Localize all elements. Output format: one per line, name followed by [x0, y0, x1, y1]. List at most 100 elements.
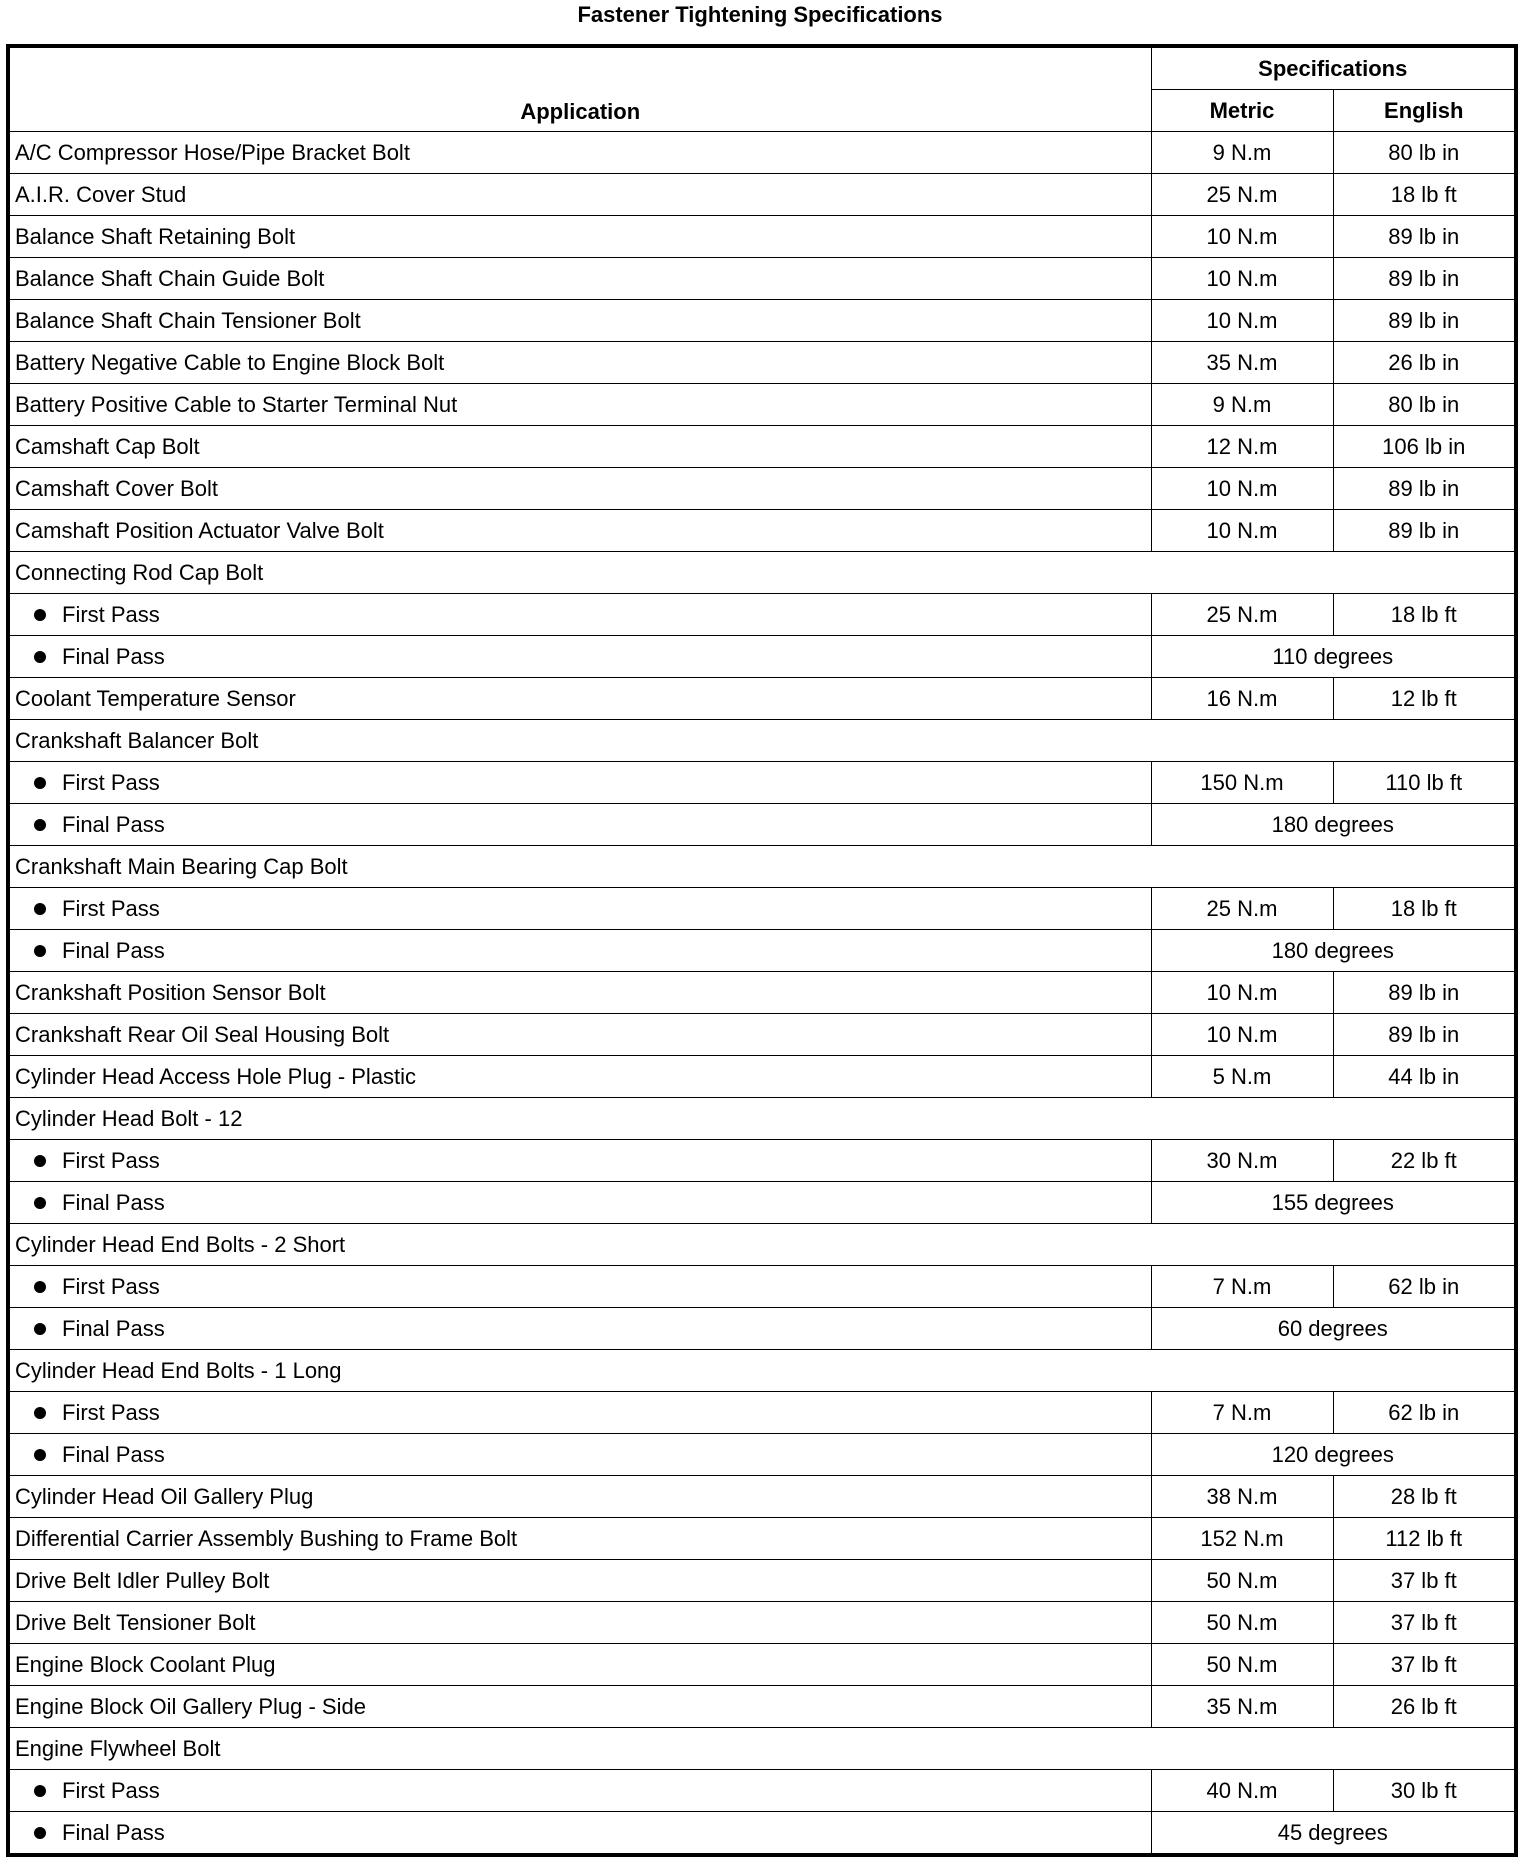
- english-cell: 44 lb in: [1332, 1055, 1517, 1098]
- table-row: Balance Shaft Chain Tensioner Bolt 10 N.m…: [7, 299, 1517, 342]
- application-label: Balance Shaft Chain Tensioner Bolt: [15, 308, 361, 333]
- application-label: First Pass: [62, 1274, 160, 1299]
- application-cell: Final Pass: [7, 803, 1152, 846]
- angle-spec-cell: 180 degrees: [1150, 803, 1517, 846]
- english-cell: 18 lb ft: [1332, 173, 1517, 216]
- metric-cell: 10 N.m: [1150, 971, 1334, 1014]
- english-cell: 18 lb ft: [1332, 887, 1517, 930]
- application-label: First Pass: [62, 1148, 160, 1173]
- metric-cell: 30 N.m: [1150, 1139, 1334, 1182]
- table-group-row: Cylinder Head End Bolts - 1 Long: [7, 1349, 1517, 1392]
- bullet-icon: [34, 1407, 46, 1420]
- english-cell: 80 lb in: [1332, 383, 1517, 426]
- table-row: Camshaft Position Actuator Valve Bolt 10 …: [7, 509, 1517, 552]
- bullet-icon: [34, 1281, 46, 1294]
- bullet-icon: [34, 651, 46, 664]
- application-label: Final Pass: [62, 1820, 165, 1845]
- bullet-icon: [34, 819, 46, 832]
- metric-cell: 5 N.m: [1150, 1055, 1334, 1098]
- table-row: Final Pass 120 degrees: [7, 1433, 1517, 1476]
- metric-cell: 7 N.m: [1150, 1391, 1334, 1434]
- application-cell: Balance Shaft Chain Tensioner Bolt: [7, 299, 1152, 342]
- application-label: Camshaft Position Actuator Valve Bolt: [15, 518, 384, 543]
- table-group-row: Connecting Rod Cap Bolt: [7, 551, 1517, 594]
- application-label: Engine Block Oil Gallery Plug - Side: [15, 1694, 366, 1719]
- bullet-icon: [34, 945, 46, 958]
- angle-spec-cell: 45 degrees: [1150, 1811, 1517, 1856]
- metric-cell: 40 N.m: [1150, 1769, 1334, 1812]
- english-cell: 89 lb in: [1332, 299, 1517, 342]
- english-cell: 28 lb ft: [1332, 1475, 1517, 1518]
- application-label: Differential Carrier Assembly Bushing to…: [15, 1526, 518, 1551]
- bullet-icon: [34, 1785, 46, 1798]
- application-cell: Cylinder Head End Bolts - 2 Short: [7, 1223, 1517, 1266]
- application-cell: Cylinder Head Access Hole Plug - Plastic: [7, 1055, 1152, 1098]
- table-row: First Pass 7 N.m 62 lb in: [7, 1391, 1517, 1434]
- application-label: Coolant Temperature Sensor: [15, 686, 296, 711]
- metric-cell: 50 N.m: [1150, 1601, 1334, 1644]
- metric-cell: 10 N.m: [1150, 299, 1334, 342]
- table-row: First Pass 7 N.m 62 lb in: [7, 1265, 1517, 1308]
- bullet-icon: [34, 1323, 46, 1336]
- application-cell: Crankshaft Rear Oil Seal Housing Bolt: [7, 1013, 1152, 1056]
- table-row: Final Pass 155 degrees: [7, 1181, 1517, 1224]
- application-label: Final Pass: [62, 1190, 165, 1215]
- metric-cell: 25 N.m: [1150, 173, 1334, 216]
- header-row: Metric English: [8, 89, 1517, 132]
- application-cell: First Pass: [7, 1265, 1152, 1308]
- header-row: Application Specifications: [7, 45, 1517, 132]
- application-cell: Battery Positive Cable to Starter Termin…: [7, 383, 1152, 426]
- application-label: Final Pass: [62, 1316, 165, 1341]
- table-row: Crankshaft Position Sensor Bolt 10 N.m 89 …: [7, 971, 1517, 1014]
- angle-spec-cell: 110 degrees: [1150, 635, 1517, 678]
- application-label: A.I.R. Cover Stud: [15, 182, 187, 207]
- application-label: First Pass: [62, 770, 160, 795]
- bullet-icon: [34, 903, 46, 916]
- table-row: Final Pass 180 degrees: [7, 929, 1517, 972]
- application-label: First Pass: [62, 1400, 160, 1425]
- english-cell: 89 lb in: [1332, 971, 1517, 1014]
- application-label: First Pass: [62, 1778, 160, 1803]
- metric-cell: 10 N.m: [1150, 467, 1334, 510]
- english-cell: 37 lb ft: [1332, 1643, 1517, 1686]
- application-label: Final Pass: [62, 644, 165, 669]
- application-cell: Cylinder Head End Bolts - 1 Long: [7, 1349, 1517, 1392]
- application-cell: Final Pass: [7, 1307, 1152, 1350]
- english-cell: 112 lb ft: [1332, 1517, 1517, 1560]
- metric-cell: 35 N.m: [1150, 1685, 1334, 1728]
- table-row: Drive Belt Idler Pulley Bolt 50 N.m 37 lb …: [7, 1559, 1517, 1602]
- angle-spec-cell: 120 degrees: [1150, 1433, 1517, 1476]
- application-cell: First Pass: [7, 1391, 1152, 1434]
- table-row: Engine Block Oil Gallery Plug - Side 35 N…: [7, 1685, 1517, 1728]
- table-row: Balance Shaft Chain Guide Bolt 10 N.m 89 l…: [7, 257, 1517, 300]
- metric-cell: 38 N.m: [1150, 1475, 1334, 1518]
- application-cell: Final Pass: [7, 1181, 1152, 1224]
- application-label: Camshaft Cap Bolt: [15, 434, 200, 459]
- application-cell: Camshaft Cover Bolt: [7, 467, 1152, 510]
- application-label: Final Pass: [62, 1442, 165, 1467]
- application-label: Crankshaft Position Sensor Bolt: [15, 980, 326, 1005]
- bullet-icon: [34, 777, 46, 790]
- table-row: Camshaft Cover Bolt 10 N.m 89 lb in: [7, 467, 1517, 510]
- application-cell: Cylinder Head Oil Gallery Plug: [7, 1475, 1152, 1518]
- application-header: Application: [7, 45, 1152, 132]
- application-label: Final Pass: [62, 938, 165, 963]
- english-cell: 110 lb ft: [1332, 761, 1517, 804]
- metric-cell: 10 N.m: [1150, 1013, 1334, 1056]
- table-row: First Pass 25 N.m 18 lb ft: [7, 593, 1517, 636]
- metric-cell: 25 N.m: [1150, 887, 1334, 930]
- application-cell: Crankshaft Balancer Bolt: [7, 719, 1517, 762]
- application-cell: Drive Belt Idler Pulley Bolt: [7, 1559, 1152, 1602]
- metric-header: Metric: [1150, 89, 1334, 132]
- application-cell: First Pass: [7, 887, 1152, 930]
- application-label: Battery Negative Cable to Engine Block B…: [15, 350, 445, 375]
- english-cell: 89 lb in: [1332, 1013, 1517, 1056]
- application-label: Drive Belt Idler Pulley Bolt: [15, 1568, 270, 1593]
- application-label: Crankshaft Rear Oil Seal Housing Bolt: [15, 1022, 390, 1047]
- english-cell: 80 lb in: [1332, 131, 1517, 174]
- metric-cell: 25 N.m: [1150, 593, 1334, 636]
- application-cell: Balance Shaft Chain Guide Bolt: [7, 257, 1152, 300]
- table-row: A.I.R. Cover Stud 25 N.m 18 lb ft: [7, 173, 1517, 216]
- application-cell: Connecting Rod Cap Bolt: [7, 551, 1517, 594]
- angle-spec-cell: 60 degrees: [1150, 1307, 1517, 1350]
